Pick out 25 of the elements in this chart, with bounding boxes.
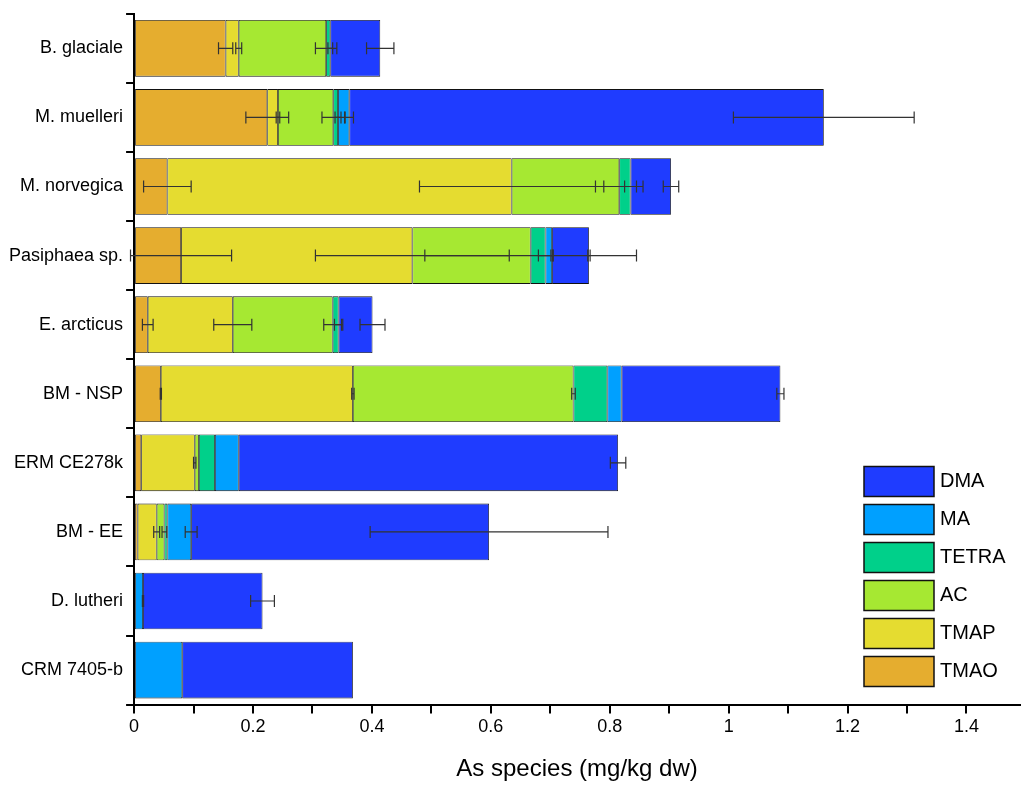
x-tick-label: 1.2: [835, 716, 861, 737]
legend-label: AC: [940, 583, 968, 606]
y-tick-label: ERM CE278k: [14, 451, 125, 472]
legend-label: MA: [940, 507, 971, 530]
x-tick-label: 0.8: [597, 716, 623, 737]
legend-label: TMAO: [940, 659, 998, 682]
x-axis-title: As species (mg/kg dw): [456, 754, 698, 782]
x-tick-label: 1.4: [953, 716, 979, 737]
y-tick-label: D. lutheri: [51, 589, 124, 610]
x-tick-label: 0.6: [478, 716, 504, 737]
legend-label: TETRA: [940, 545, 1007, 568]
x-tick-label: 1: [723, 716, 734, 737]
legend-label: TMAP: [940, 621, 996, 644]
y-tick-label: Pasiphaea sp.: [8, 244, 124, 265]
y-tick-label: B. glaciale: [40, 37, 124, 58]
x-tick-label: 0.4: [359, 716, 385, 737]
y-tick-label: CRM 7405-b: [21, 659, 124, 680]
y-tick-label: BM - EE: [56, 520, 124, 541]
legend-label: DMA: [940, 469, 986, 492]
y-tick-label: M. muelleri: [35, 106, 124, 127]
x-tick-label: 0: [129, 716, 140, 737]
y-tick-label: BM - NSP: [43, 382, 124, 403]
x-tick-label: 0.2: [240, 716, 266, 737]
y-tick-label: M. norvegica: [20, 175, 125, 196]
y-tick-label: E. arcticus: [39, 313, 124, 334]
